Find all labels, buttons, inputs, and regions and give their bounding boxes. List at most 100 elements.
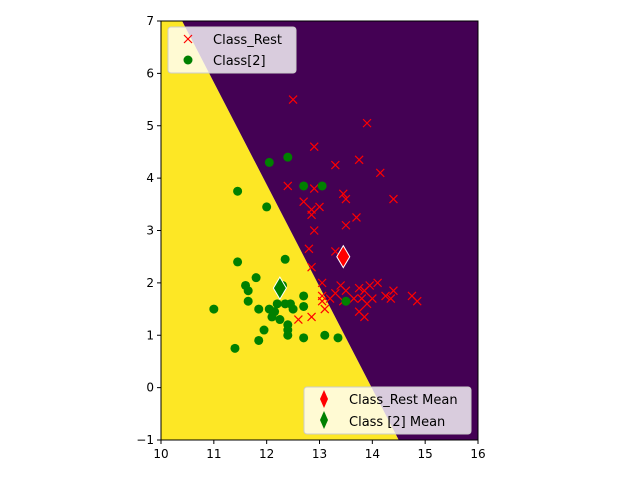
point-class-2 bbox=[299, 181, 309, 191]
point-class-rest bbox=[354, 283, 364, 293]
point-class-2 bbox=[280, 254, 290, 264]
x-tick-label: 13 bbox=[312, 447, 327, 461]
point-class-rest bbox=[352, 212, 361, 222]
y-tick-label: −1 bbox=[136, 433, 154, 447]
point-class-rest bbox=[341, 220, 351, 230]
point-class-2 bbox=[230, 343, 240, 353]
point-class-rest bbox=[325, 294, 335, 304]
point-class-rest bbox=[304, 244, 314, 254]
point-class-2 bbox=[259, 325, 269, 335]
x-tick-label: 10 bbox=[153, 447, 168, 461]
point-class-2 bbox=[233, 257, 243, 267]
x-tick-label: 16 bbox=[470, 447, 485, 461]
y-tick-label: 5 bbox=[146, 119, 154, 133]
point-class-rest bbox=[362, 299, 372, 309]
point-class-rest bbox=[309, 184, 319, 194]
legend-marker-circle-icon bbox=[183, 55, 193, 65]
point-class-rest bbox=[293, 315, 303, 324]
mean-class-rest bbox=[336, 244, 351, 269]
point-class-2 bbox=[243, 286, 253, 296]
legend-diamond-red-icon bbox=[320, 390, 328, 408]
mean-class-2 bbox=[272, 276, 287, 301]
x-tick-label: 11 bbox=[206, 447, 221, 461]
legend-label-class-rest: Class_Rest bbox=[213, 33, 282, 48]
point-class-2 bbox=[275, 315, 285, 325]
point-class-2 bbox=[254, 335, 264, 345]
point-class-2 bbox=[283, 152, 293, 162]
point-class-rest bbox=[386, 294, 396, 304]
point-class-rest bbox=[317, 296, 327, 306]
point-class-rest bbox=[354, 155, 364, 165]
legend-label-class-rest-mean: Class_Rest Mean bbox=[349, 393, 458, 408]
point-class-rest bbox=[375, 168, 385, 178]
point-class-2 bbox=[299, 291, 309, 301]
point-class-rest bbox=[317, 278, 327, 288]
point-class-rest bbox=[309, 142, 319, 152]
point-class-2 bbox=[262, 202, 272, 212]
point-class-2 bbox=[264, 157, 274, 167]
point-class-2 bbox=[233, 186, 243, 196]
x-tick-label: 12 bbox=[259, 447, 274, 461]
point-class-2 bbox=[283, 330, 293, 340]
point-class-rest bbox=[389, 194, 398, 204]
y-tick-label: 6 bbox=[146, 66, 154, 80]
point-class-rest bbox=[338, 189, 348, 199]
point-class-rest bbox=[359, 286, 369, 296]
legend-marker-x-icon bbox=[183, 34, 193, 44]
legend-means: Class_Rest Mean Class [2] Mean bbox=[303, 386, 472, 435]
y-tick-label: 2 bbox=[146, 276, 154, 290]
point-class-2 bbox=[209, 304, 219, 314]
x-tick-label: 14 bbox=[365, 447, 380, 461]
data-points bbox=[209, 95, 422, 353]
point-class-rest bbox=[381, 291, 390, 301]
point-class-rest bbox=[309, 226, 319, 235]
point-class-rest bbox=[330, 160, 340, 170]
legend-classes: Class_Rest Class[2] bbox=[167, 26, 297, 74]
point-class-rest bbox=[341, 194, 351, 204]
x-axis: 10 11 12 13 14 15 16 bbox=[153, 440, 486, 461]
point-class-2 bbox=[320, 330, 330, 340]
point-class-2 bbox=[333, 333, 343, 343]
point-class-2 bbox=[267, 312, 277, 322]
plot-area bbox=[161, 21, 478, 440]
y-tick-label: 1 bbox=[146, 328, 154, 342]
point-class-2 bbox=[299, 301, 309, 311]
point-class-2 bbox=[299, 333, 309, 343]
y-axis: −1 0 1 2 3 4 5 6 7 bbox=[136, 14, 161, 447]
point-class-2 bbox=[251, 273, 261, 283]
point-class-rest bbox=[341, 286, 351, 296]
point-class-2 bbox=[341, 296, 351, 306]
point-class-2 bbox=[254, 304, 264, 314]
y-tick-label: 4 bbox=[146, 171, 154, 185]
point-class-rest bbox=[307, 210, 316, 220]
point-class-rest bbox=[389, 286, 398, 296]
point-class-rest bbox=[307, 312, 316, 322]
legend-box bbox=[167, 26, 297, 74]
point-class-rest bbox=[320, 304, 330, 314]
x-tick-label: 15 bbox=[418, 447, 433, 461]
point-class-rest bbox=[359, 312, 369, 322]
point-class-rest bbox=[283, 181, 293, 191]
point-class-rest bbox=[299, 197, 309, 207]
point-class-2 bbox=[243, 296, 253, 306]
legend-diamond-green-icon bbox=[320, 411, 328, 429]
point-class-rest bbox=[288, 95, 298, 104]
legend-label-class-2: Class[2] bbox=[213, 54, 266, 69]
point-class-2 bbox=[272, 299, 282, 309]
legend-label-class-2-mean: Class [2] Mean bbox=[349, 415, 445, 430]
point-class-rest bbox=[362, 118, 372, 128]
point-class-2 bbox=[317, 181, 327, 191]
y-tick-label: 7 bbox=[146, 14, 154, 28]
point-class-rest bbox=[315, 202, 324, 212]
y-tick-label: 3 bbox=[146, 224, 154, 238]
legend-box bbox=[303, 386, 472, 435]
y-tick-label: 0 bbox=[146, 381, 154, 395]
point-class-rest bbox=[412, 296, 422, 306]
point-class-rest bbox=[307, 262, 316, 272]
class-means bbox=[272, 244, 351, 301]
point-class-rest bbox=[349, 294, 359, 304]
point-class-2 bbox=[288, 304, 298, 314]
decision-region-class-rest bbox=[182, 21, 478, 440]
point-class-rest bbox=[373, 278, 383, 288]
